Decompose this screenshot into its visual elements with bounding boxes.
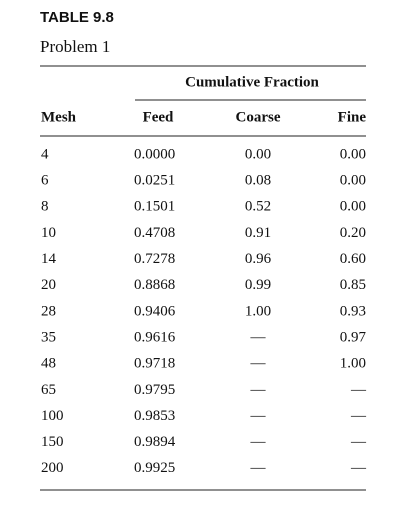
table-cell: 0.9406 [134,303,176,319]
column-header: Coarse [236,109,281,125]
table-cell: — [250,408,267,424]
table-cell: 0.7278 [134,251,175,267]
table-cell: 0.9616 [134,329,176,345]
table-cell: — [350,460,367,476]
table-cell: 0.9718 [134,356,175,372]
table-cell: 200 [41,460,64,476]
column-header: Feed [143,109,174,125]
table-cell: 0.00 [245,146,271,162]
table-cell: — [250,356,267,372]
table-cell: — [250,434,267,450]
table-label: TABLE 9.8 [40,9,114,26]
table-cell: 0.60 [340,251,366,267]
table-cell: 1.00 [340,356,366,372]
table-cell: 0.52 [245,199,271,215]
table-cell: 28 [41,303,56,319]
table-cell: 0.20 [340,225,366,241]
table-cell: 20 [41,277,56,293]
table-cell: — [250,382,267,398]
table-cell: 65 [41,382,56,398]
table-cell: 4 [41,146,49,162]
table-cell: 0.1501 [134,199,175,215]
table-cell: — [350,382,367,398]
table-cell: 14 [41,251,57,267]
table-cell: 0.8868 [134,277,175,293]
table-cell: 0.9853 [134,408,175,424]
table-cell: 1.00 [245,303,271,319]
table-cell: 100 [41,408,64,424]
table-cell: — [250,329,267,345]
table-cell: 0.9894 [134,434,176,450]
table-cell: 8 [41,199,49,215]
table-cell: — [350,408,367,424]
table-cell: 0.00 [340,199,366,215]
table-cell: 0.93 [340,303,366,319]
table-cell: 0.4708 [134,225,175,241]
column-header: Fine [338,109,367,125]
table-cell: 0.91 [245,225,271,241]
table-cell: 0.0000 [134,146,175,162]
table-cell: 150 [41,434,64,450]
table-cell: 0.85 [340,277,366,293]
table-cell: 35 [41,329,56,345]
table-cell: 0.00 [340,173,366,189]
table-cell: 0.9925 [134,460,175,476]
column-header: Mesh [41,109,77,125]
table-cell: 48 [41,356,56,372]
table-cell: 0.9795 [134,382,175,398]
table-cell: 10 [41,225,56,241]
table-title: Problem 1 [40,37,110,56]
table-cell: 0.0251 [134,173,175,189]
table-cell: 0.97 [340,329,367,345]
table-cell: 0.99 [245,277,271,293]
table-cell: 0.08 [245,173,271,189]
table-cell: 0.00 [340,146,366,162]
table-cell: 6 [41,173,49,189]
table-cell: — [250,460,267,476]
group-header: Cumulative Fraction [185,74,319,90]
table-cell: 0.96 [245,251,272,267]
table-cell: — [350,434,367,450]
